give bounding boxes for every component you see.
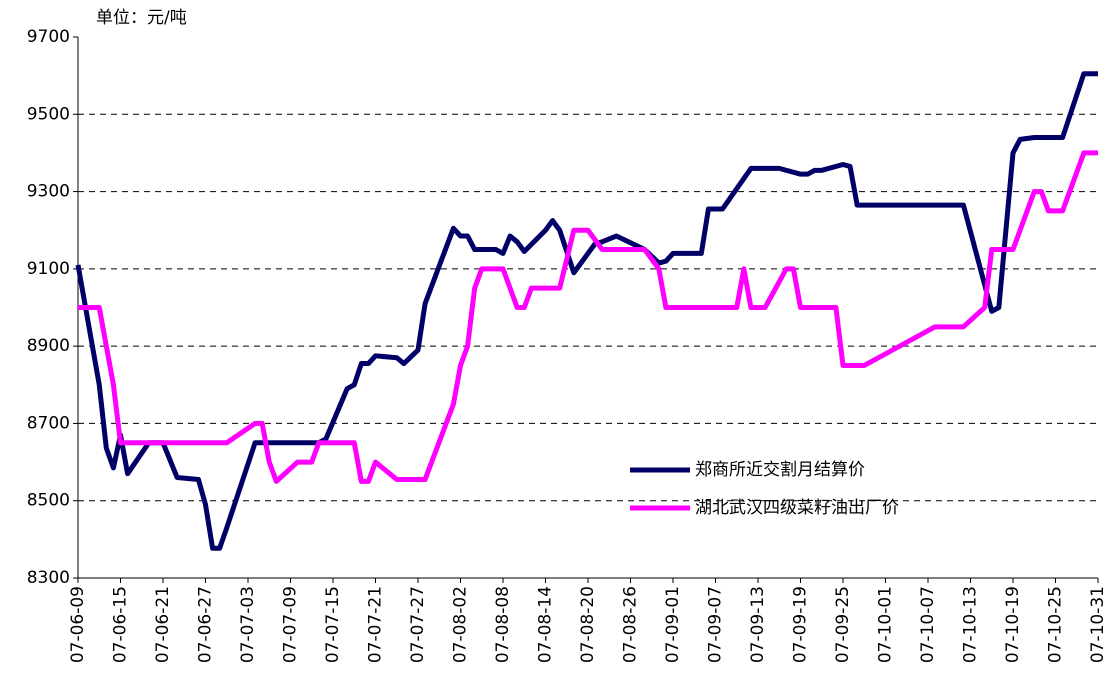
x-tick-label: 07-06-21 — [153, 586, 173, 663]
x-tick-label: 07-09-19 — [791, 586, 811, 663]
x-tick-label: 07-10-19 — [1003, 586, 1023, 663]
x-tick-label: 07-08-14 — [536, 586, 556, 663]
unit-label: 单位：元/吨 — [96, 8, 187, 28]
x-tick-label: 07-08-02 — [451, 586, 471, 663]
x-tick-label: 07-07-27 — [408, 586, 428, 663]
x-tick-label: 07-10-07 — [918, 586, 938, 663]
y-tick-label: 9100 — [27, 259, 70, 279]
x-tick-label: 07-08-08 — [493, 586, 513, 663]
x-tick-label: 07-09-25 — [833, 586, 853, 663]
x-tick-label: 07-06-15 — [111, 586, 131, 663]
legend-label: 郑商所近交割月结算价 — [695, 460, 865, 480]
x-tick-label: 07-07-09 — [281, 586, 301, 663]
x-tick-label: 07-07-21 — [366, 586, 386, 663]
x-tick-label: 07-06-09 — [68, 586, 88, 663]
x-tick-label: 07-10-13 — [961, 586, 981, 663]
legend-label: 湖北武汉四级菜籽油出厂价 — [695, 498, 899, 518]
x-tick-label: 07-10-25 — [1046, 586, 1066, 663]
y-tick-label: 9500 — [27, 104, 70, 124]
y-tick-label: 8700 — [27, 413, 70, 433]
y-tick-label: 8500 — [27, 491, 70, 511]
y-tick-label: 8900 — [27, 336, 70, 356]
x-tick-label: 07-07-15 — [323, 586, 343, 663]
y-tick-label: 9300 — [27, 182, 70, 202]
x-tick-label: 07-08-20 — [578, 586, 598, 663]
x-tick-label: 07-09-01 — [663, 586, 683, 663]
x-tick-label: 07-08-26 — [621, 586, 641, 663]
series-line — [75, 71, 1098, 551]
y-tick-label: 8300 — [27, 568, 70, 588]
x-tick-label: 07-10-01 — [876, 586, 896, 663]
x-tick-label: 07-09-13 — [748, 586, 768, 663]
series-line — [78, 150, 1098, 484]
x-tick-label: 07-09-07 — [706, 586, 726, 663]
x-tick-label: 07-07-03 — [238, 586, 258, 663]
x-tick-label: 07-06-27 — [196, 586, 216, 663]
y-tick-label: 9700 — [27, 27, 70, 47]
x-tick-label: 07-10-31 — [1088, 586, 1107, 663]
